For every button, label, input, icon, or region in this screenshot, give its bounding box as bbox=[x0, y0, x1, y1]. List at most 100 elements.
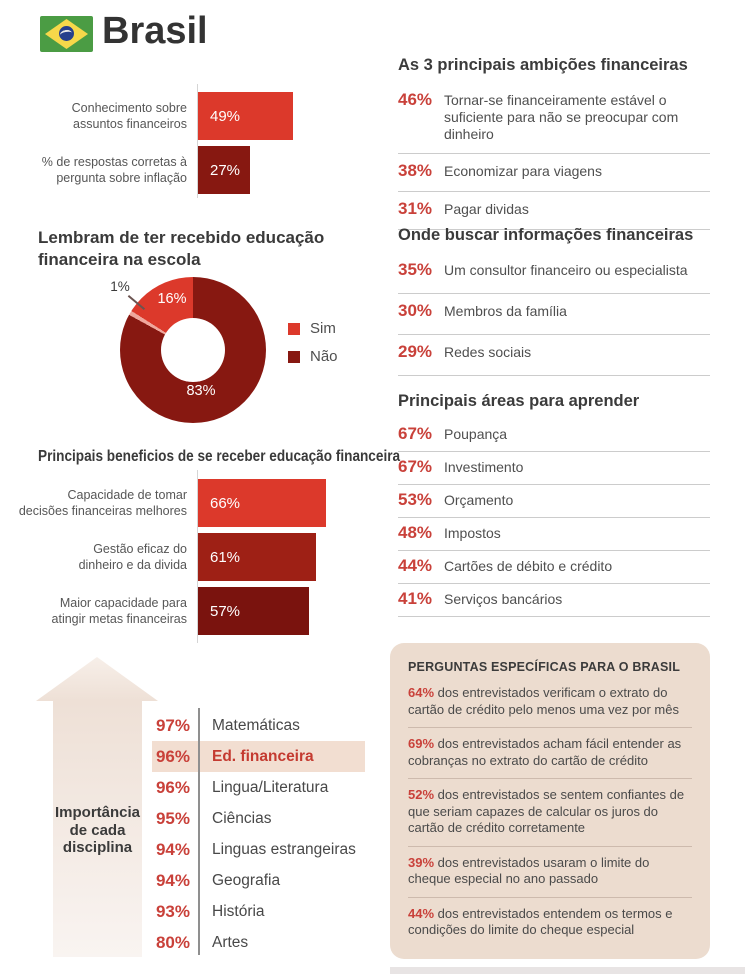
bar-value-label: 66% bbox=[210, 494, 241, 512]
stat-label: Tornar-se financeiramente estável o sufi… bbox=[444, 92, 679, 143]
stat-percentage: 48% bbox=[398, 523, 433, 542]
discipline-percentage: 95% bbox=[155, 808, 190, 828]
brazil-question-item: 44% dos entrevistados entendem os termos… bbox=[408, 898, 692, 948]
bar: 61% bbox=[198, 533, 316, 581]
stat-percentage: 35% bbox=[398, 260, 433, 279]
stat-label: Redes sociais bbox=[444, 344, 532, 360]
donut-hole bbox=[161, 318, 225, 382]
bar-category-label: Gestão eficaz do dinheiro e da divida bbox=[78, 541, 187, 572]
stat-percentage: 41% bbox=[398, 589, 433, 608]
stat-item: 29% Redes sociais bbox=[398, 335, 710, 376]
stat-item: 38% Economizar para viagens bbox=[398, 154, 710, 193]
stat-item: 35% Um consultor financeiro ou especialis… bbox=[398, 253, 710, 294]
brazil-question-item: 69% dos entrevistados acham fácil entend… bbox=[408, 728, 692, 779]
discipline-label: Matemáticas bbox=[212, 716, 300, 734]
cropped-footer-strip bbox=[390, 967, 745, 974]
question-text: dos entrevistados entendem os termos e c… bbox=[408, 905, 673, 938]
disciplines-divider-line bbox=[198, 708, 200, 955]
section-title: As 3 principais ambições financeiras bbox=[398, 56, 688, 74]
bar-category-label: Conhecimento sobre assuntos financeiros bbox=[71, 100, 187, 131]
stat-percentage: 46% bbox=[398, 90, 433, 109]
discipline-label: Artes bbox=[212, 933, 249, 951]
section-title: Principais áreas para aprender bbox=[398, 392, 640, 410]
knowledge-bar-chart: Conhecimento sobre assuntos financeiros 4… bbox=[0, 92, 750, 200]
stat-item: 53% Orçamento bbox=[398, 485, 710, 518]
bar: 49% bbox=[198, 92, 293, 140]
stat-item: 46% Tornar-se financeiramente estável o s… bbox=[398, 83, 710, 155]
section-sources: Onde buscar informações financeiras 35% U… bbox=[398, 226, 710, 376]
axis-label-line: disciplina bbox=[62, 839, 133, 857]
legend-item-sim: Sim bbox=[288, 320, 338, 337]
stat-percentage: 38% bbox=[398, 161, 433, 181]
section-areas: Principais áreas para aprender 67% Poupan… bbox=[398, 392, 710, 617]
benefits-bar-chart: Capacidade de tomar decisões financeiras… bbox=[0, 479, 750, 641]
bar-row: Maior capacidade para atingir metas fina… bbox=[0, 587, 750, 635]
benefits-chart-title: Principais beneficios de se receber educ… bbox=[38, 448, 401, 465]
stat-label: Pagar dividas bbox=[444, 201, 529, 218]
stat-label: Poupança bbox=[444, 426, 508, 442]
question-percentage: 44% bbox=[408, 905, 435, 921]
stat-item: 48% Impostos bbox=[398, 518, 710, 551]
bar: 57% bbox=[198, 587, 309, 635]
benefits-chart-axis bbox=[197, 470, 198, 643]
bar: 27% bbox=[198, 146, 250, 194]
question-percentage: 64% bbox=[408, 685, 435, 700]
disciplines-axis-label: Importância de cada disciplina bbox=[25, 804, 170, 857]
discipline-percentage: 93% bbox=[155, 901, 190, 921]
section-ambitions: As 3 principais ambições financeiras 46%… bbox=[398, 56, 710, 231]
discipline-row: 94% Linguas estrangeiras bbox=[150, 834, 390, 865]
brazil-question-item: 64% dos entrevistados verificam o extrat… bbox=[408, 677, 692, 728]
page-title: Brasil bbox=[102, 10, 208, 52]
legend-label-sim: Sim bbox=[310, 320, 336, 337]
donut-value-nao: 83% bbox=[186, 383, 216, 399]
section-title: Onde buscar informações financeiras bbox=[398, 226, 694, 244]
stat-item: 67% Investimento bbox=[398, 452, 710, 485]
donut-value-one-percent: 1% bbox=[110, 279, 130, 294]
brazil-question-item: 52% dos entrevistados se sentem confiant… bbox=[408, 779, 692, 847]
discipline-label: Ciências bbox=[212, 809, 272, 827]
stat-percentage: 29% bbox=[398, 342, 433, 361]
legend-swatch-sim bbox=[288, 322, 300, 335]
question-text: dos entrevistados verificam o extrato do… bbox=[408, 685, 679, 717]
bar: 66% bbox=[198, 479, 326, 527]
school-donut-chart bbox=[120, 277, 266, 423]
stat-label: Orçamento bbox=[444, 492, 514, 508]
stat-label: Membros da família bbox=[444, 303, 567, 319]
disciplines-list: 97% Matemáticas 96% Ed. financeira 96% Lingua… bbox=[150, 710, 390, 958]
brazil-flag-icon bbox=[40, 16, 93, 52]
stat-percentage: 44% bbox=[398, 556, 433, 575]
axis-label-line: de cada bbox=[69, 821, 126, 839]
question-text: dos entrevistados acham fácil entender a… bbox=[408, 736, 682, 768]
question-text: dos entrevistados se sentem confiantes d… bbox=[408, 787, 685, 835]
stat-percentage: 67% bbox=[398, 457, 433, 476]
bar-row: Conhecimento sobre assuntos financeiros 4… bbox=[0, 92, 750, 140]
discipline-label: Linguas estrangeiras bbox=[212, 840, 356, 858]
stat-item: 31% Pagar dividas bbox=[398, 192, 710, 231]
stat-percentage: 53% bbox=[398, 490, 433, 509]
stat-percentage: 31% bbox=[398, 199, 433, 219]
discipline-percentage: 97% bbox=[155, 715, 190, 735]
brazil-question-item: 39% dos entrevistados usaram o limite do… bbox=[408, 847, 692, 898]
knowledge-chart-axis bbox=[197, 84, 198, 198]
stat-item: 67% Poupança bbox=[398, 419, 710, 452]
discipline-row: 94% Geografia bbox=[150, 865, 390, 896]
bar-value-label: 57% bbox=[210, 602, 241, 620]
discipline-percentage: 96% bbox=[155, 777, 190, 797]
discipline-row: 93% História bbox=[150, 896, 390, 927]
stat-percentage: 30% bbox=[398, 301, 433, 320]
school-chart-title: Lembram de ter recebido educação finance… bbox=[38, 228, 325, 270]
bar-category-label: % de respostas corretas à pergunta sobre… bbox=[41, 154, 187, 185]
question-percentage: 69% bbox=[408, 736, 435, 751]
discipline-row: 80% Artes bbox=[150, 927, 390, 958]
flag-globe-icon bbox=[59, 26, 74, 41]
discipline-percentage: 94% bbox=[155, 870, 190, 890]
stat-label: Serviços bancários bbox=[444, 591, 563, 607]
axis-label-line: Importância bbox=[54, 804, 141, 821]
discipline-label: Lingua/Literatura bbox=[212, 778, 329, 796]
discipline-percentage: 96% bbox=[155, 746, 190, 766]
donut-value-sim: 16% bbox=[157, 291, 187, 307]
up-arrow-icon bbox=[36, 657, 158, 701]
stat-item: 41% Serviços bancários bbox=[398, 584, 710, 617]
bar-value-label: 49% bbox=[210, 107, 241, 125]
